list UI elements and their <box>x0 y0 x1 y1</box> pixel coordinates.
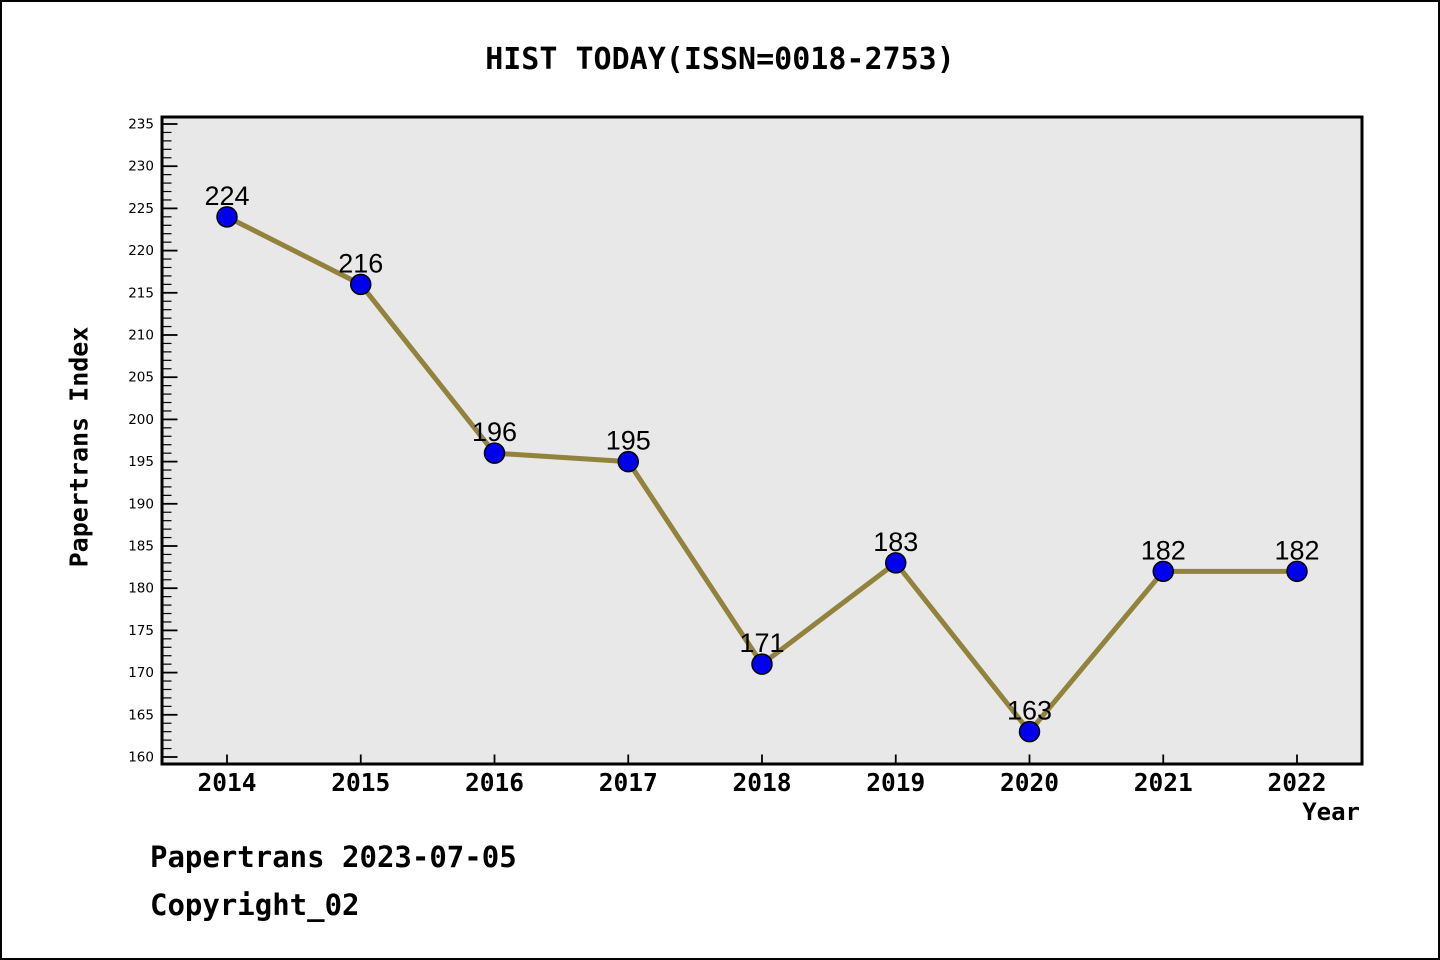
data-point-label: 171 <box>739 628 784 658</box>
x-tick-label: 2021 <box>1134 768 1193 797</box>
data-point-label: 196 <box>472 417 517 447</box>
x-axis-label: Year <box>1302 798 1360 826</box>
data-point <box>216 206 238 228</box>
x-tick-label: 2016 <box>465 768 524 797</box>
x-tick-label: 2014 <box>197 768 256 797</box>
x-tick-label: 2015 <box>331 768 390 797</box>
data-point-label: 163 <box>1007 696 1052 726</box>
chart-title: HIST TODAY(ISSN=0018-2753) <box>485 42 955 77</box>
data-point <box>1018 720 1041 743</box>
y-tick-label: 235 <box>128 117 154 133</box>
data-point <box>1286 560 1308 583</box>
x-tick-label: 2017 <box>599 768 658 797</box>
data-point-label: 183 <box>873 527 918 557</box>
y-tick-label: 200 <box>128 412 154 428</box>
y-tick-label: 190 <box>128 496 154 512</box>
x-tick-label: 2019 <box>866 768 925 797</box>
data-point <box>350 273 372 296</box>
y-tick-label: 230 <box>128 159 154 175</box>
data-point <box>751 653 773 675</box>
x-tick-label: 2018 <box>732 768 791 797</box>
y-tick-label: 220 <box>128 243 154 259</box>
footer-attribution: Papertrans 2023-07-05 <box>150 840 517 874</box>
data-point-label: 182 <box>1274 535 1319 565</box>
y-tick-label: 225 <box>128 201 154 217</box>
x-tick-label: 2020 <box>1000 768 1059 797</box>
y-tick-label: 165 <box>128 707 154 723</box>
data-point <box>1152 560 1174 583</box>
y-tick-label: 175 <box>128 623 154 639</box>
data-point <box>617 450 639 473</box>
footer-copyright: Copyright_02 <box>150 888 360 922</box>
y-tick-label: 180 <box>128 581 154 597</box>
x-tick-label: 2022 <box>1267 768 1326 797</box>
data-point-label: 216 <box>338 248 383 278</box>
data-point-label: 195 <box>606 426 651 456</box>
data-point-label: 224 <box>204 181 249 211</box>
y-tick-label: 205 <box>128 370 154 386</box>
data-point <box>483 442 506 464</box>
y-tick-label: 215 <box>128 285 154 301</box>
y-tick-label: 185 <box>128 539 154 555</box>
data-point-label: 182 <box>1141 535 1186 565</box>
y-tick-label: 160 <box>128 750 154 766</box>
data-point <box>885 552 907 574</box>
y-tick-label: 170 <box>128 665 154 681</box>
y-tick-label: 195 <box>128 454 154 470</box>
y-tick-label: 210 <box>128 328 154 344</box>
